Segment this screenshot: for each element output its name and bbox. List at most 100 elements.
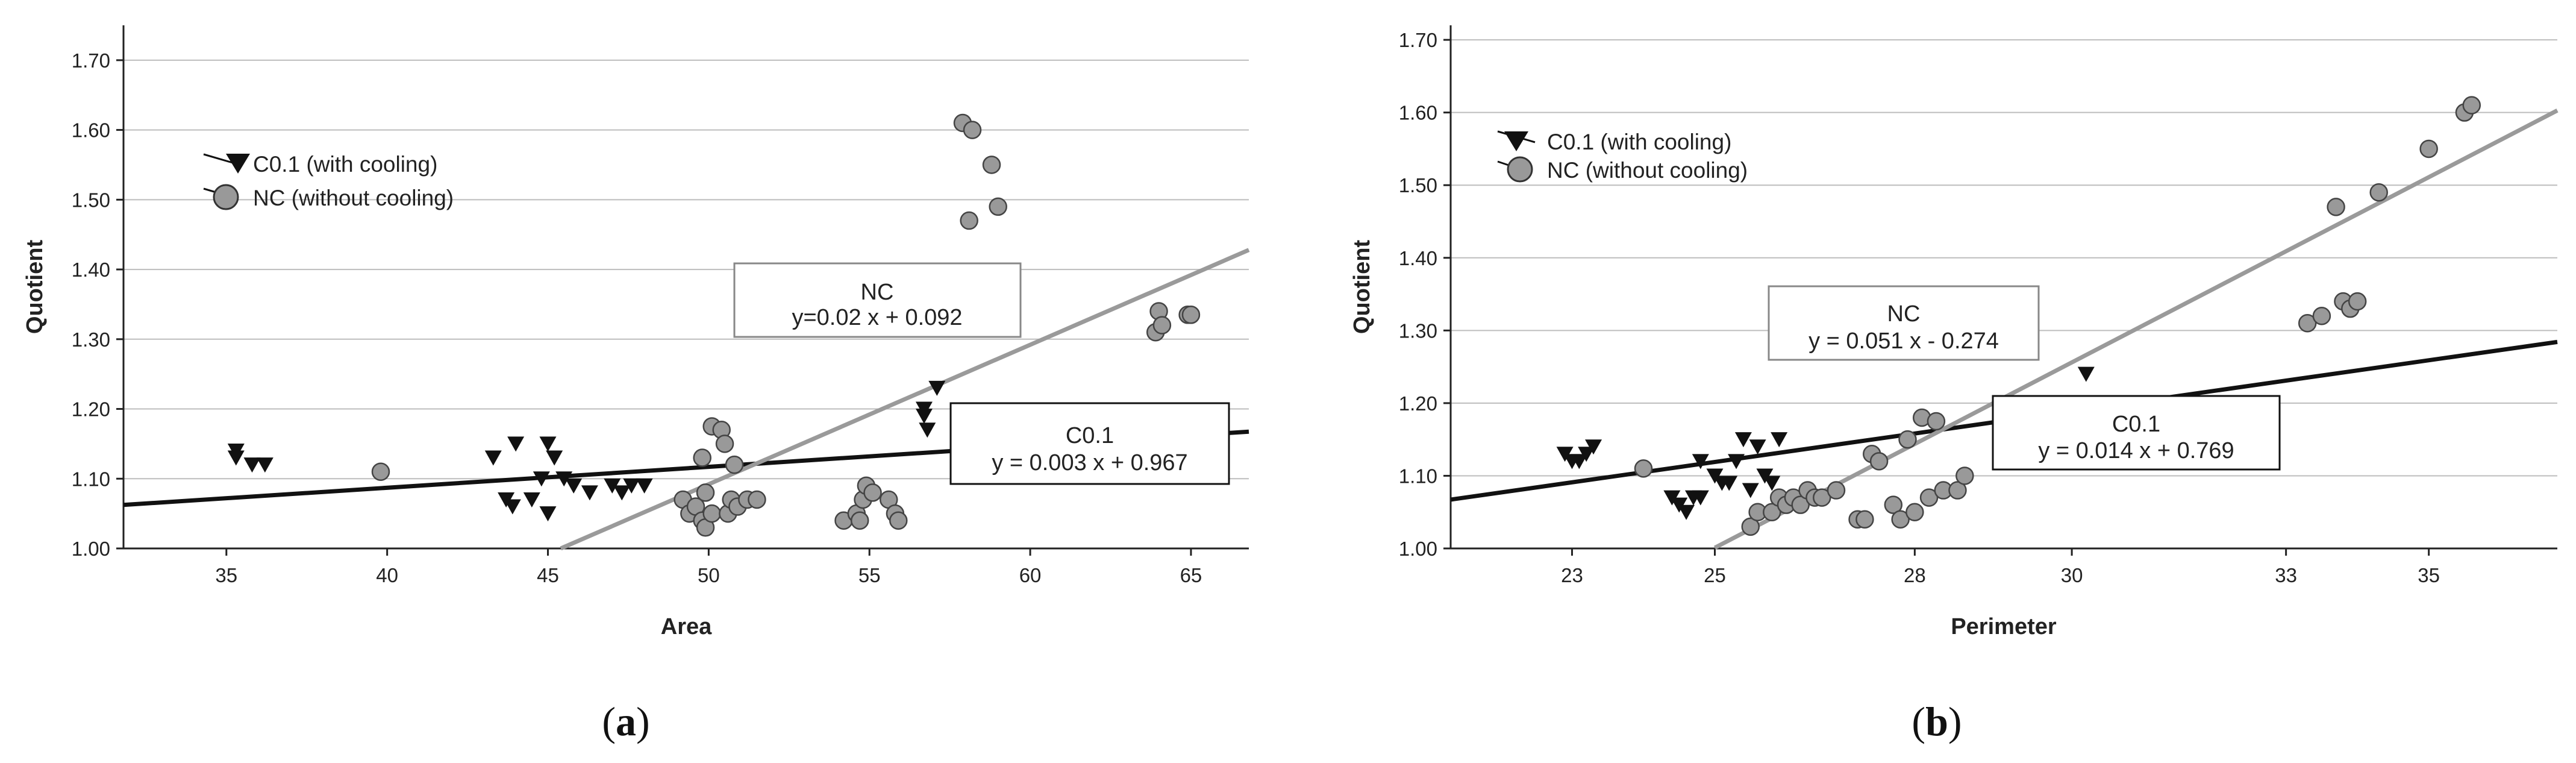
data-point-c01	[546, 450, 563, 466]
chart-panel-b: 1.00 1.10 1.20 1.30 1.40 1.50 1.60 1.70 23 25 28 3…	[1349, 25, 2559, 744]
panel-label-letter-b: b	[1925, 699, 1948, 744]
data-point-nc	[748, 490, 766, 509]
data-point-c01	[504, 499, 521, 515]
y-tick-label: 1.40	[72, 259, 110, 281]
y-tick-labels-b: 1.00 1.10 1.20 1.30 1.40 1.50 1.60 1.70	[1399, 29, 1451, 560]
data-point-nc	[702, 504, 721, 523]
x-tick-label: 55	[858, 564, 881, 586]
data-point-nc	[1634, 459, 1653, 478]
x-axis-label-b: Perimeter	[1951, 614, 2057, 639]
data-point-nc	[2348, 292, 2367, 311]
data-point-nc	[2312, 306, 2331, 325]
y-tick-label: 1.20	[1399, 392, 1437, 415]
y-tick-label: 1.00	[1399, 538, 1437, 560]
panel-label-b: (b)	[1912, 699, 1962, 744]
data-point-c01	[581, 485, 598, 501]
data-point-nc	[1898, 430, 1917, 449]
data-point-nc	[989, 197, 1007, 216]
y-tick-label: 1.00	[72, 538, 110, 560]
data-point-c01	[1734, 432, 1752, 448]
data-point-nc	[2369, 183, 2388, 202]
y-tick-label: 1.20	[72, 398, 110, 421]
data-point-nc	[960, 211, 978, 230]
legend-marker-nc-a	[213, 184, 239, 210]
data-point-c01	[1692, 454, 1709, 469]
legend-label-nc-b: NC (without cooling)	[1547, 158, 1748, 183]
x-tick-label: 65	[1180, 564, 1202, 586]
data-point-c01	[484, 450, 502, 466]
data-point-nc	[1891, 510, 1910, 529]
data-point-nc	[693, 448, 711, 467]
equation-title-nc-b: NC	[1887, 301, 1921, 327]
data-point-c01	[1571, 454, 1588, 469]
data-point-nc	[1827, 481, 1846, 500]
panel-label-open-b: (	[1912, 699, 1925, 744]
y-tick-label: 1.60	[1399, 102, 1437, 124]
data-point-c01	[533, 471, 550, 487]
equation-box-frame-c01-a	[949, 402, 1230, 485]
data-point-c01	[613, 485, 631, 501]
data-point-c01	[636, 478, 653, 494]
data-points-a	[227, 113, 1201, 537]
x-tick-label: 33	[2275, 564, 2297, 586]
data-point-nc	[2419, 139, 2438, 159]
data-point-c01	[1721, 476, 1738, 491]
data-point-nc	[1855, 510, 1874, 529]
data-point-nc	[1763, 503, 1781, 521]
data-point-nc	[1905, 503, 1924, 521]
y-tick-label: 1.50	[72, 189, 110, 211]
data-point-nc	[850, 511, 869, 530]
equation-title-c01-b: C0.1	[2112, 412, 2160, 437]
panel-label-letter-a: a	[616, 699, 636, 744]
panel-label-close-b: )	[1948, 699, 1962, 744]
data-point-c01	[539, 506, 557, 522]
x-tick-label: 35	[215, 564, 237, 586]
data-point-c01	[1578, 447, 1595, 462]
data-point-nc	[1181, 306, 1201, 324]
y-tick-label: 1.30	[72, 328, 110, 351]
chart-panel-a: 1.00 1.10 1.20 1.30 1.40 1.50 1.60 1.70 35 40 45 5…	[22, 25, 1250, 744]
x-tick-label: 40	[376, 564, 398, 586]
x-tick-labels-a: 35 40 45 50 55 60 65	[215, 548, 1202, 586]
data-point-nc	[2298, 314, 2317, 333]
data-point-nc	[889, 511, 908, 530]
panel-label-open-a: (	[602, 699, 616, 744]
legend-label-c01-b: C0.1 (with cooling)	[1547, 130, 1731, 154]
data-point-nc	[715, 435, 734, 453]
data-point-c01	[243, 457, 261, 473]
data-point-nc	[1791, 495, 1810, 514]
fit-line-nc	[1713, 108, 2559, 550]
data-point-nc	[371, 462, 390, 481]
panel-label-a: (a)	[602, 699, 649, 744]
equation-box-frame-nc-a	[733, 262, 1022, 338]
equation-text-nc-b: y = 0.051 x - 0.274	[1809, 328, 1999, 354]
data-point-nc	[1919, 488, 1939, 507]
equation-box-nc-a: NC y=0.02 x + 0.092	[733, 262, 1022, 338]
data-point-nc	[725, 455, 744, 474]
y-axis-label-b: Quotient	[1349, 240, 1375, 334]
data-point-nc	[1869, 452, 1889, 471]
legend-b: C0.1 (with cooling) NC (without cooling)	[1497, 130, 1748, 183]
legend-label-nc-a: NC (without cooling)	[253, 186, 454, 210]
data-point-c01	[915, 401, 933, 417]
y-tick-label: 1.50	[1399, 174, 1437, 196]
y-tick-labels-a: 1.00 1.10 1.20 1.30 1.40 1.50 1.60 1.70	[72, 49, 123, 560]
data-point-c01	[1749, 439, 1766, 455]
equation-box-nc-b: NC y = 0.051 x - 0.274	[1768, 285, 2040, 361]
data-point-c01	[2077, 366, 2095, 382]
data-point-c01	[1728, 454, 1745, 469]
data-point-c01	[539, 436, 557, 452]
data-point-c01	[928, 380, 946, 396]
data-point-nc	[1927, 412, 1946, 431]
equation-box-frame-c01-b	[1992, 395, 2281, 471]
data-point-c01	[555, 471, 573, 487]
data-point-c01	[1742, 483, 1759, 498]
x-tick-label: 23	[1561, 564, 1583, 586]
equation-box-frame-nc-b	[1768, 285, 2040, 361]
data-point-c01	[507, 436, 525, 452]
data-point-c01	[919, 422, 936, 438]
data-point-nc	[1813, 488, 1831, 507]
y-tick-label: 1.10	[72, 468, 110, 490]
y-axis-label-a: Quotient	[22, 240, 48, 334]
